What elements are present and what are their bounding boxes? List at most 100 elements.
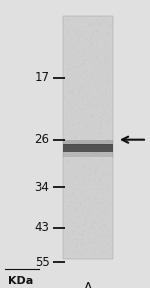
Point — [105, 82, 108, 87]
Point — [78, 64, 80, 68]
Point — [100, 93, 103, 98]
Point — [67, 63, 70, 67]
Point — [73, 49, 76, 54]
Point — [68, 245, 70, 250]
Point — [69, 39, 72, 43]
Point — [70, 130, 73, 134]
Point — [71, 241, 74, 246]
Point — [96, 36, 98, 41]
Point — [68, 234, 70, 238]
Point — [69, 199, 71, 204]
Point — [76, 153, 78, 158]
Point — [81, 18, 83, 23]
Point — [76, 182, 78, 187]
Point — [98, 177, 101, 182]
Point — [68, 79, 70, 84]
Point — [96, 174, 99, 179]
Point — [78, 230, 80, 235]
Point — [105, 202, 107, 207]
Point — [84, 209, 86, 214]
Point — [104, 196, 106, 201]
Point — [109, 172, 111, 176]
Point — [70, 104, 73, 108]
Point — [81, 41, 84, 46]
Point — [92, 191, 95, 196]
Point — [70, 222, 72, 226]
Point — [108, 34, 111, 39]
Point — [92, 84, 94, 89]
Point — [75, 44, 77, 49]
Point — [91, 120, 93, 124]
Point — [102, 132, 105, 136]
Point — [86, 105, 88, 109]
Point — [89, 162, 91, 167]
Point — [68, 160, 70, 164]
Point — [102, 50, 105, 55]
Point — [108, 164, 110, 168]
Point — [107, 49, 109, 54]
Point — [66, 21, 68, 26]
Point — [83, 180, 86, 185]
Point — [96, 197, 99, 202]
Point — [105, 88, 107, 93]
Point — [86, 58, 88, 63]
Point — [73, 101, 75, 106]
Point — [105, 142, 107, 147]
Point — [104, 238, 106, 243]
Point — [100, 149, 102, 154]
Point — [106, 56, 109, 60]
Point — [85, 70, 87, 74]
Point — [82, 54, 85, 59]
Point — [105, 208, 108, 213]
Point — [86, 216, 88, 221]
Point — [77, 248, 79, 252]
Point — [95, 17, 98, 22]
Point — [109, 24, 112, 28]
Point — [84, 201, 87, 206]
Point — [86, 69, 88, 74]
Point — [86, 48, 88, 53]
Point — [87, 245, 89, 250]
Point — [102, 250, 105, 255]
Point — [66, 24, 69, 29]
Point — [88, 35, 91, 39]
Point — [98, 60, 101, 65]
Point — [68, 204, 71, 208]
Point — [98, 150, 100, 155]
Point — [84, 244, 86, 249]
Point — [64, 140, 66, 145]
Point — [81, 46, 84, 50]
Point — [94, 196, 97, 200]
Point — [81, 242, 83, 247]
Point — [73, 230, 75, 234]
Point — [78, 210, 81, 214]
Point — [64, 52, 66, 57]
Point — [85, 109, 88, 113]
Point — [102, 68, 105, 72]
Point — [76, 107, 79, 111]
Point — [76, 28, 79, 33]
Point — [69, 190, 71, 194]
Point — [81, 25, 83, 30]
Point — [70, 157, 72, 162]
Point — [82, 49, 84, 54]
Point — [88, 197, 90, 202]
Point — [90, 60, 93, 65]
Point — [73, 233, 76, 238]
Point — [92, 41, 94, 46]
Point — [75, 109, 78, 114]
Point — [75, 160, 77, 164]
Point — [93, 238, 96, 242]
Point — [104, 184, 106, 189]
Point — [87, 156, 90, 160]
Point — [92, 223, 94, 228]
Point — [106, 41, 108, 46]
Point — [69, 48, 72, 53]
Point — [78, 68, 80, 72]
Point — [92, 177, 95, 182]
Point — [88, 112, 90, 116]
Point — [71, 44, 74, 49]
Point — [91, 225, 94, 230]
Point — [87, 126, 89, 130]
Point — [84, 206, 86, 211]
